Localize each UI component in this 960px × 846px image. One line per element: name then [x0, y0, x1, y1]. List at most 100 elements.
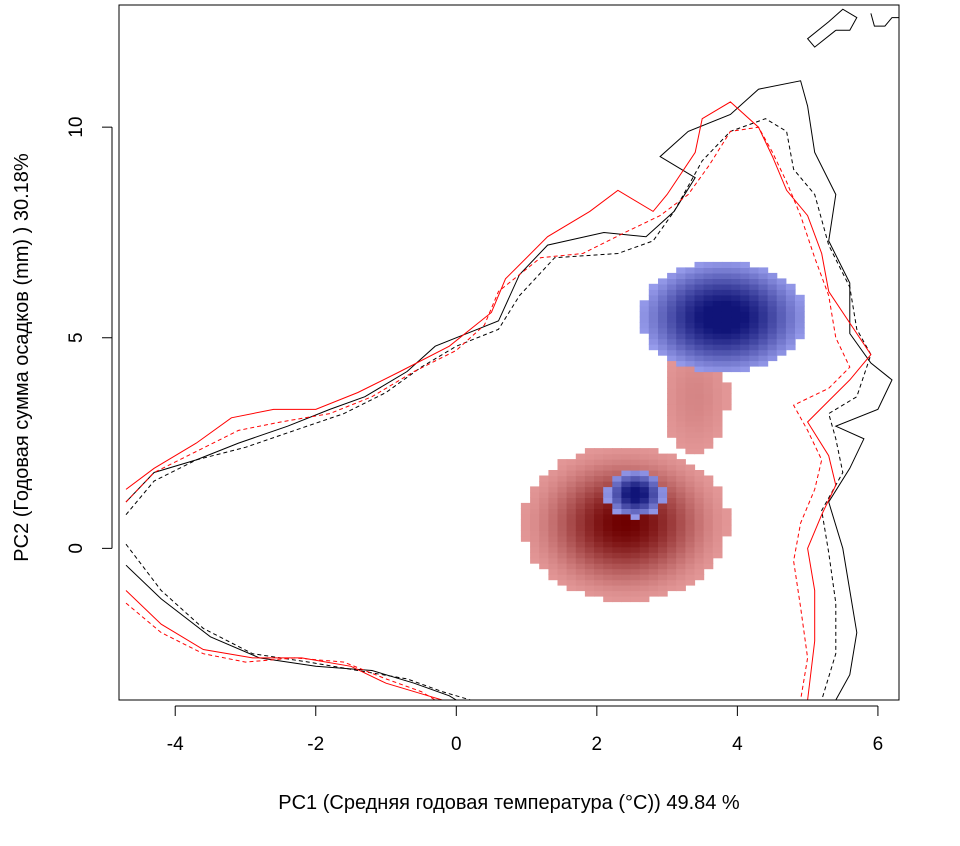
- contour-line-4: [125, 126, 851, 701]
- density-cell: [667, 289, 677, 296]
- density-cell: [667, 305, 677, 312]
- density-cell: [676, 278, 686, 285]
- density-cell: [539, 497, 549, 504]
- density-cell: [648, 497, 659, 504]
- density-cell: [621, 568, 632, 575]
- density-cell: [575, 497, 586, 504]
- density-cell: [630, 546, 641, 553]
- density-cell: [694, 300, 705, 307]
- density-cell: [557, 508, 568, 515]
- density-cell: [721, 508, 732, 515]
- density-cell: [648, 481, 659, 488]
- density-cell: [594, 486, 604, 493]
- density-cell: [776, 305, 787, 312]
- x-tick-label: 4: [732, 734, 743, 755]
- density-cell: [621, 590, 632, 597]
- density-cell: [712, 360, 723, 367]
- density-cell: [630, 557, 641, 564]
- density-cell: [648, 519, 659, 526]
- density-cell: [658, 459, 668, 466]
- density-cell: [740, 366, 750, 373]
- density-cell: [648, 453, 659, 460]
- density-cell: [612, 585, 622, 592]
- density-cell: [667, 294, 677, 301]
- density-cell: [685, 519, 696, 526]
- density-cell: [557, 486, 568, 493]
- density-cell: [749, 338, 759, 345]
- density-cell: [712, 349, 723, 356]
- density-cell: [667, 420, 677, 427]
- density-cell: [630, 502, 641, 509]
- density-cell: [648, 333, 659, 340]
- density-cell: [575, 546, 586, 553]
- density-cell: [621, 530, 632, 537]
- density-cell: [639, 508, 650, 515]
- density-cell: [594, 563, 604, 570]
- density-cell: [630, 453, 641, 460]
- density-cell: [648, 590, 659, 597]
- density-cell: [667, 508, 677, 515]
- density-cell: [731, 305, 741, 312]
- density-cell: [557, 470, 568, 477]
- density-cell: [767, 278, 778, 285]
- density-cell: [795, 316, 805, 323]
- density-cell: [703, 404, 714, 411]
- density-cell: [584, 590, 595, 597]
- density-cell: [667, 426, 677, 433]
- density-cell: [685, 557, 696, 564]
- density-cell: [676, 338, 686, 345]
- density-cell: [694, 305, 705, 312]
- density-cell: [731, 355, 741, 362]
- density-cell: [740, 333, 750, 340]
- density-cell: [703, 530, 714, 537]
- density-cell: [712, 322, 723, 329]
- density-cell: [621, 497, 632, 504]
- density-cell: [594, 508, 604, 515]
- contour-line-1: [125, 80, 893, 701]
- density-cell: [658, 316, 668, 323]
- density-cell: [594, 497, 604, 504]
- density-cell: [685, 513, 696, 520]
- density-cell: [658, 574, 668, 581]
- density-cell: [575, 524, 586, 531]
- density-cell: [703, 475, 714, 482]
- density-cell: [594, 579, 604, 586]
- density-cell: [594, 590, 604, 597]
- density-cell: [612, 563, 622, 570]
- density-cell: [594, 448, 604, 455]
- density-cell: [575, 557, 586, 564]
- density-cell: [594, 519, 604, 526]
- density-cell: [767, 316, 778, 323]
- density-cell: [776, 300, 787, 307]
- density-cell: [667, 322, 677, 329]
- density-cell: [667, 387, 677, 394]
- density-cell: [721, 524, 732, 531]
- density-cell: [731, 311, 741, 318]
- density-cell: [685, 442, 696, 449]
- density-cell: [658, 333, 668, 340]
- y-tick-label: 10: [66, 117, 87, 138]
- density-cell: [584, 557, 595, 564]
- density-cell: [548, 568, 559, 575]
- density-cell: [703, 508, 714, 515]
- density-cell: [767, 349, 778, 356]
- density-cell: [685, 300, 696, 307]
- density-cell: [685, 579, 696, 586]
- density-cell: [703, 420, 714, 427]
- density-cell: [721, 289, 732, 296]
- density-cell: [703, 502, 714, 509]
- density-cell: [676, 333, 686, 340]
- density-cell: [721, 366, 732, 373]
- density-cell: [703, 371, 714, 378]
- density-cell: [630, 497, 641, 504]
- density-cell: [584, 519, 595, 526]
- density-cell: [630, 579, 641, 586]
- density-cell: [548, 530, 559, 537]
- density-cell: [566, 519, 577, 526]
- density-cell: [639, 327, 650, 334]
- y-tick-label: 0: [66, 543, 87, 554]
- density-cell: [676, 272, 686, 279]
- density-cell: [658, 491, 668, 498]
- density-cell: [676, 442, 686, 449]
- density-cell: [694, 491, 705, 498]
